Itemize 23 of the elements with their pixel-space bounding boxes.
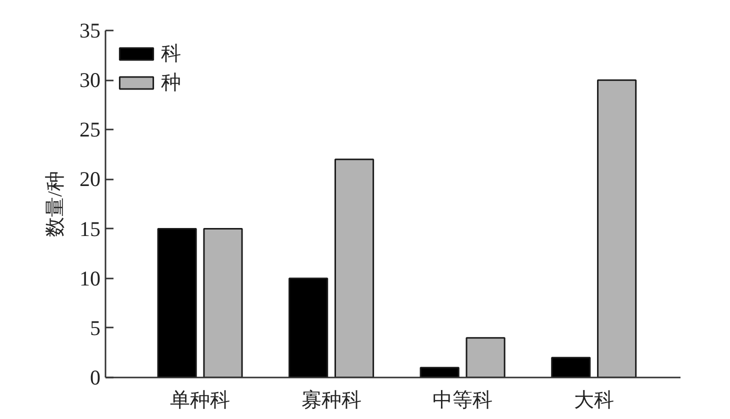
- bar: [597, 79, 637, 378]
- x-tick-label: 单种科: [170, 390, 230, 412]
- legend-label: 种: [161, 71, 181, 96]
- bar: [288, 278, 328, 378]
- y-tick-label: 25: [80, 118, 100, 142]
- x-tick-label: 大科: [574, 390, 614, 412]
- bar: [334, 158, 374, 378]
- y-tick-label: 0: [90, 366, 100, 390]
- y-tick-label: 30: [80, 68, 100, 92]
- bar: [466, 337, 506, 378]
- y-tick-label: 15: [80, 216, 100, 241]
- x-tick-label: 寡种科: [301, 390, 362, 412]
- bar: [157, 228, 197, 378]
- y-tick-label: 5: [90, 316, 100, 340]
- y-tick-label: 10: [80, 266, 100, 290]
- y-tick-label: 35: [80, 18, 100, 42]
- bar: [551, 356, 591, 378]
- x-tick-label: 中等科: [432, 390, 493, 412]
- legend-label: 科: [161, 42, 181, 67]
- bar: [420, 366, 460, 378]
- y-tick-label: 20: [80, 167, 100, 192]
- bar: [203, 228, 243, 378]
- y-axis-title: 数量/种: [44, 171, 66, 237]
